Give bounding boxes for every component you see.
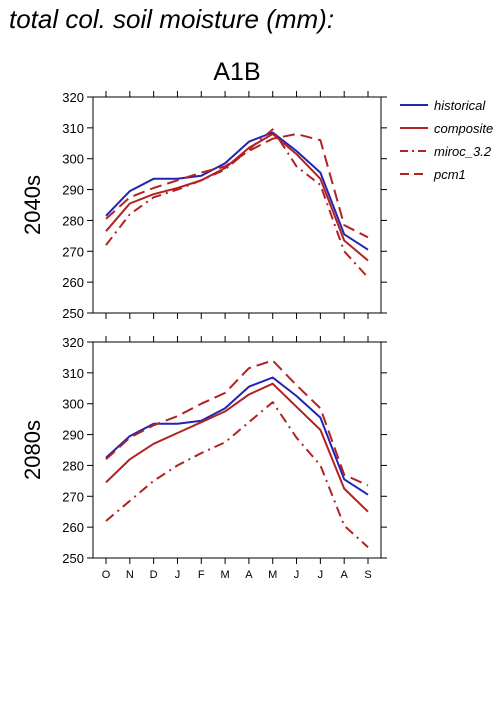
x-tick-label: A [341,569,349,581]
panel-2040s: 250 260 270 280 290 300 310 320 2040s [20,90,387,321]
y-tick-label: 250 [62,306,84,321]
y-tick-label: 320 [62,90,84,105]
y-tick-label: 280 [62,458,84,473]
x-tick-label: M [268,569,277,581]
y-tick-label: 250 [62,551,84,566]
x-tick-label: A [245,569,253,581]
series-line-composite [105,382,369,513]
x-tick-label: N [126,569,134,581]
series-line-historical [105,376,369,496]
series-line-pcm1 [105,359,369,487]
x-tick-label: J [294,569,300,581]
scenario-label: A1B [213,58,260,86]
y-tick-label: 290 [62,183,84,198]
y-tick-label: 300 [62,152,84,167]
y-tick-label: 260 [62,520,84,535]
x-tick-label: D [150,569,158,581]
series-line-pcm1 [105,133,369,239]
x-tick-label: F [198,569,205,581]
legend-label: composite [434,121,493,136]
plot-frame [92,96,382,314]
x-tick-label: O [102,569,111,581]
y-tick-label: 310 [62,121,84,136]
x-tick-label: S [364,569,371,581]
y-tick-label: 260 [62,275,84,290]
y-tick-label: 270 [62,489,84,504]
series-line-miroc-3-2 [105,401,369,548]
legend-label: historical [434,98,486,113]
y-tick-label: 320 [62,335,84,350]
y-tick-label: 270 [62,244,84,259]
plot-frame [92,341,382,559]
legend-label: miroc_3.2 [434,144,492,159]
y-tick-label: 290 [62,428,84,443]
x-tick-label: M [221,569,230,581]
panel-2080s: 250 260 270 280 290 300 310 320 O N D J F M A M J J A S 2080… [20,335,387,581]
x-tick-label: J [318,569,324,581]
y-tick-label: 280 [62,213,84,228]
y-tick-label: 310 [62,366,84,381]
figure-title: total col. soil moisture (mm): [9,4,335,34]
x-tick-label: J [175,569,181,581]
series-line-historical [105,131,369,251]
legend: historical composite miroc_3.2 pcm1 [400,98,493,182]
panel-row-label: 2080s [20,420,45,480]
y-tick-label: 300 [62,397,84,412]
panel-row-label: 2040s [20,175,45,235]
legend-label: pcm1 [433,167,466,182]
